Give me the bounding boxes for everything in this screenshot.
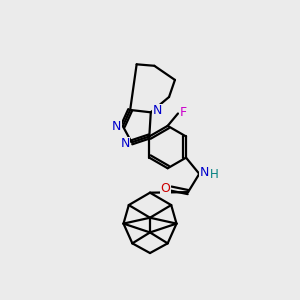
Text: N: N: [112, 120, 121, 133]
Text: N: N: [200, 166, 209, 179]
Text: H: H: [210, 168, 219, 181]
Text: F: F: [180, 106, 187, 118]
Text: O: O: [160, 182, 170, 195]
Text: N: N: [153, 104, 162, 117]
Text: N: N: [121, 137, 130, 150]
